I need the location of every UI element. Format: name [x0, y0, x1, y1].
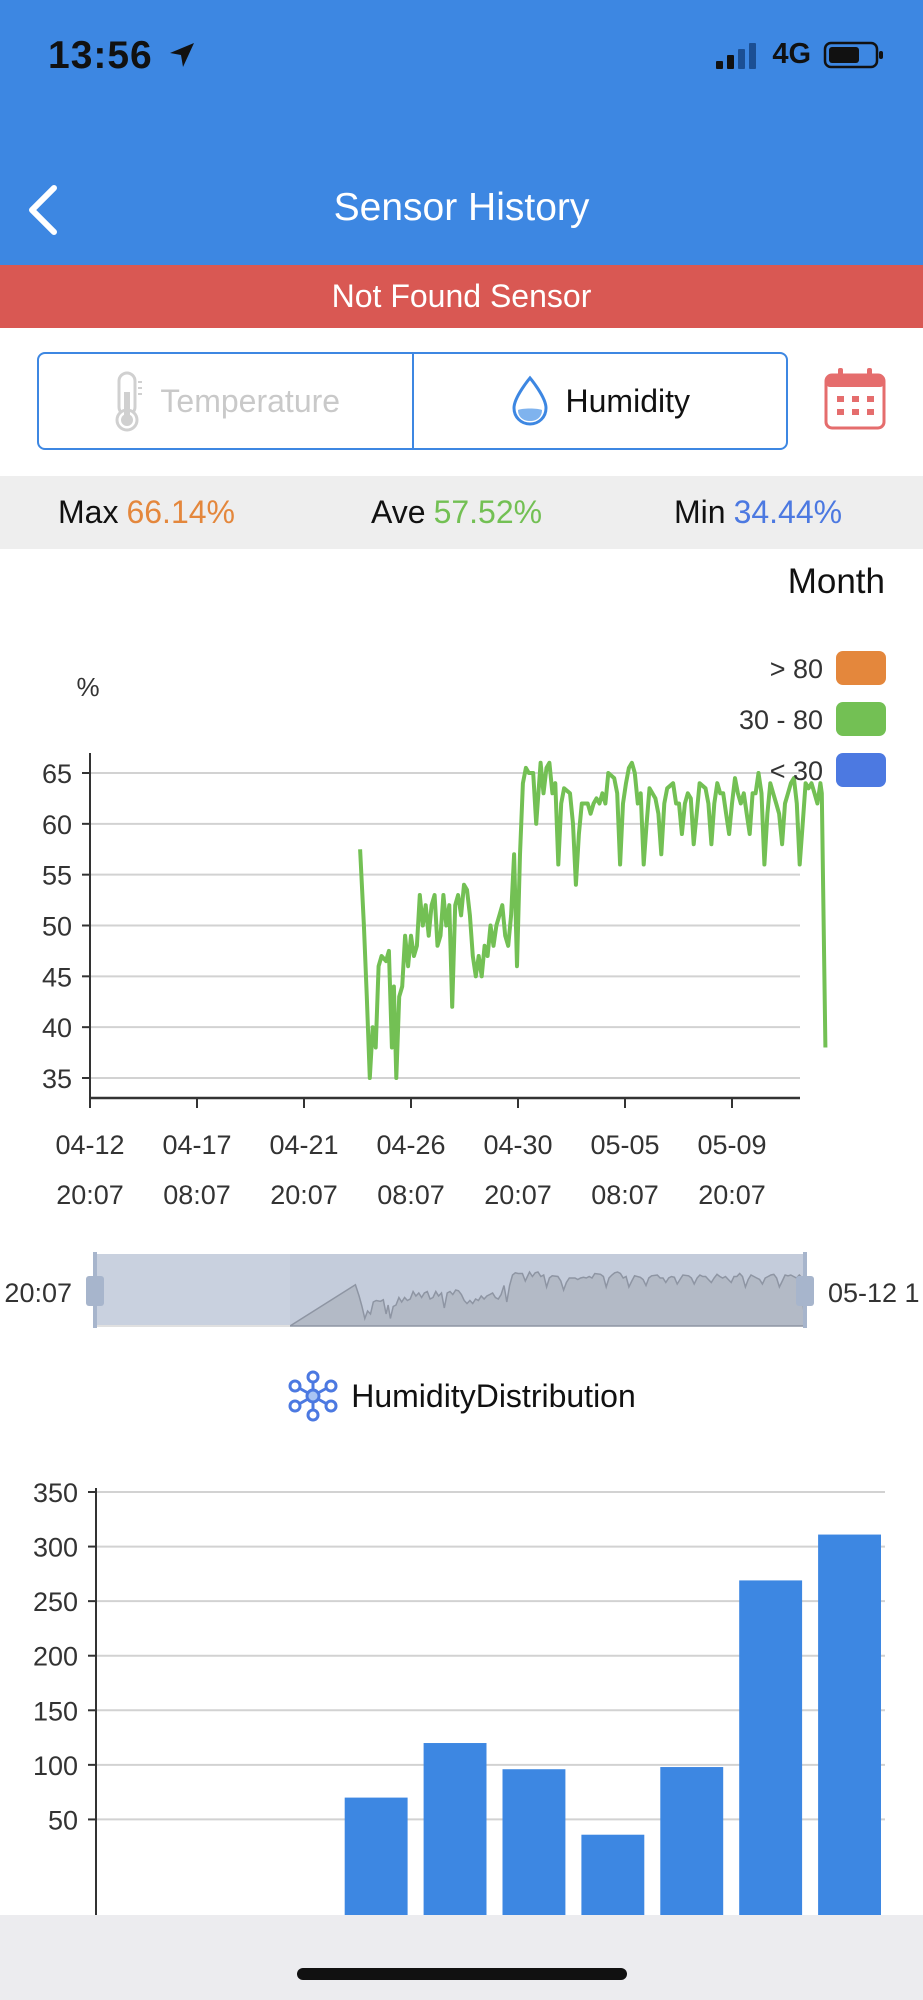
- histogram-bar: [739, 1580, 803, 1915]
- x-tick-label-date: 04-26: [376, 1130, 445, 1160]
- distribution-title-text: HumidityDistribution: [351, 1377, 636, 1414]
- stat-max-value: 66.14%: [126, 494, 235, 530]
- y-axis-label: %: [76, 672, 99, 702]
- x-tick-label-time: 20:07: [484, 1180, 552, 1210]
- humidity-stats-bar: Max 66.14% Ave 57.52% Min 34.44%: [0, 476, 923, 549]
- distribution-title: HumidityDistribution: [0, 1370, 923, 1422]
- histogram-bar: [502, 1769, 566, 1915]
- legend-swatch: [836, 702, 886, 736]
- calendar-icon: [824, 368, 886, 430]
- y-tick-label: 300: [33, 1533, 78, 1563]
- sensor-alert-banner: Not Found Sensor: [0, 265, 923, 328]
- x-tick-label-date: 05-09: [697, 1130, 766, 1160]
- water-drop-icon: [512, 375, 548, 426]
- stat-ave: Ave 57.52%: [371, 494, 542, 531]
- slider-right-handle: [796, 1276, 814, 1306]
- humidity-distribution-chart: 350 300 250 200 150 100 50: [33, 1478, 885, 1915]
- location-arrow-icon: [169, 43, 194, 67]
- histogram-bar: [581, 1834, 645, 1915]
- distribution-icon: [288, 1370, 338, 1422]
- tab-humidity-label: Humidity: [565, 382, 690, 419]
- stat-min: Min 34.44%: [674, 494, 842, 531]
- y-tick-label: 50: [48, 1805, 78, 1835]
- legend-swatch: [836, 651, 886, 685]
- y-tick-label: 65: [42, 759, 72, 789]
- signal-bars-icon: [716, 42, 757, 69]
- histogram-bar: [344, 1797, 408, 1915]
- x-tick-label-date: 04-12: [55, 1130, 124, 1160]
- status-time-text: 13:56: [48, 34, 153, 77]
- x-tick-label-date: 04-30: [483, 1130, 552, 1160]
- calendar-button[interactable]: [822, 366, 888, 432]
- bottom-safe-area: [0, 1915, 923, 2000]
- x-tick-label-time: 20:07: [56, 1180, 124, 1210]
- home-indicator[interactable]: [297, 1968, 627, 1980]
- stat-max-label: Max: [58, 494, 119, 530]
- humidity-line-chart: % 65 60 55 50 45 40 35 04-12 20:07 04-17 08:07 04-21…: [42, 651, 886, 1210]
- tab-temperature-label: Temperature: [160, 382, 341, 419]
- y-tick-label: 100: [33, 1751, 78, 1781]
- stat-min-label: Min: [674, 494, 726, 530]
- y-tick-label: 250: [33, 1587, 78, 1617]
- histogram-bar: [660, 1767, 724, 1915]
- tab-humidity[interactable]: Humidity: [414, 354, 787, 448]
- slider-end-label: 05-12 1: [828, 1278, 920, 1308]
- y-tick-label: 150: [33, 1696, 78, 1726]
- tab-temperature[interactable]: Temperature: [39, 354, 414, 448]
- stat-ave-value: 57.52%: [433, 494, 543, 530]
- navigation-bar: 13:56 4G Sensor History: [0, 0, 923, 265]
- legend-label: < 30: [770, 756, 823, 786]
- y-tick-label: 200: [33, 1642, 78, 1672]
- slider-preview-area: [287, 1270, 806, 1327]
- x-tick-label-date: 04-21: [269, 1130, 338, 1160]
- stat-ave-label: Ave: [371, 494, 426, 530]
- network-type: 4G: [772, 38, 811, 70]
- slider-unfilled-region: [95, 1254, 290, 1326]
- y-tick-label: 45: [42, 962, 72, 992]
- range-selector[interactable]: Month: [787, 562, 885, 601]
- x-tick-label-time: 20:07: [270, 1180, 338, 1210]
- slider-left-handle: [86, 1276, 104, 1306]
- alert-text: Not Found Sensor: [331, 278, 592, 314]
- battery-icon: [823, 41, 883, 68]
- x-tick-label-time: 08:07: [163, 1180, 231, 1210]
- y-tick-label: 350: [33, 1478, 78, 1508]
- legend-label: 30 - 80: [739, 705, 823, 735]
- slider-start-label: 20:07: [4, 1278, 72, 1308]
- x-tick-label-date: 04-17: [162, 1130, 231, 1160]
- histogram-bar: [423, 1743, 487, 1915]
- data-zoom-slider: 20:07 05-12 1: [4, 1252, 920, 1328]
- page-title: Sensor History: [333, 186, 590, 229]
- status-indicators: 4G: [714, 38, 885, 71]
- x-tick-label-time: 08:07: [377, 1180, 445, 1210]
- chevron-left-icon: [29, 185, 57, 235]
- x-tick-label-date: 05-05: [590, 1130, 659, 1160]
- y-tick-label: 50: [42, 912, 72, 942]
- y-tick-label: 35: [42, 1064, 72, 1094]
- sensor-type-tabs: Temperature Humidity: [37, 352, 788, 450]
- x-tick-label-time: 08:07: [591, 1180, 659, 1210]
- stat-max: Max 66.14%: [58, 494, 235, 531]
- status-time: 13:56: [48, 34, 197, 78]
- back-button[interactable]: [18, 180, 78, 240]
- legend-label: > 80: [770, 654, 823, 684]
- y-tick-label: 40: [42, 1013, 72, 1043]
- y-tick-label: 60: [42, 810, 72, 840]
- thermometer-icon: [115, 371, 143, 432]
- y-tick-label: 55: [42, 861, 72, 891]
- histogram-bar: [818, 1534, 881, 1915]
- legend-swatch: [836, 753, 886, 787]
- stat-min-value: 34.44%: [733, 494, 843, 530]
- humidity-series-line: [358, 760, 828, 1080]
- x-tick-label-time: 20:07: [698, 1180, 766, 1210]
